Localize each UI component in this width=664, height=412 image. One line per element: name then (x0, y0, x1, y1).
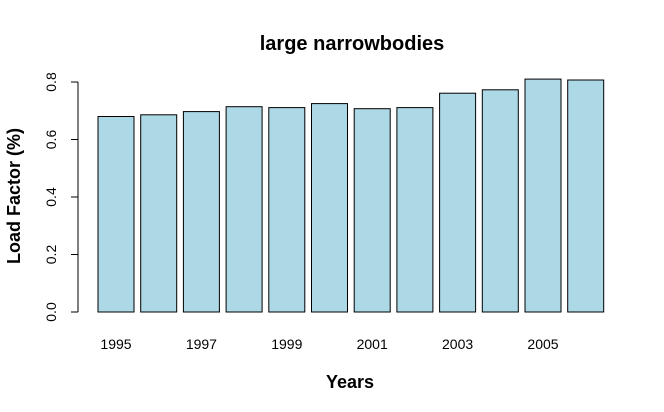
x-tick-label-2005: 2005 (527, 336, 558, 352)
bar-2004 (481, 89, 519, 313)
bar-1999 (268, 107, 306, 313)
y-axis-title: Load Factor (%) (4, 128, 24, 264)
bar-2005 (524, 78, 562, 313)
bar-2002 (396, 107, 434, 313)
x-tick-label-1995: 1995 (100, 336, 131, 352)
x-tick-label-2003: 2003 (442, 336, 473, 352)
y-tick-label-2: 0.4 (43, 187, 59, 207)
y-tick-label-3: 0.6 (43, 130, 59, 150)
y-axis: 0.0 0.2 0.4 0.6 0.8 (43, 72, 79, 322)
bar-1998 (225, 106, 263, 313)
bar-2000 (311, 103, 348, 313)
chart-title: large narrowbodies (260, 33, 445, 55)
bar-1996 (140, 114, 178, 313)
x-axis-labels: 1995 1997 1999 2001 2003 2005 (100, 336, 558, 352)
bar-1995 (97, 116, 135, 313)
y-tick-label-1: 0.2 (43, 245, 59, 265)
bar-2003 (439, 92, 477, 313)
y-tick-label-0: 0.0 (43, 302, 59, 322)
bar-2001 (353, 108, 391, 313)
bar-series (97, 78, 605, 313)
bar-2006 (567, 79, 605, 313)
x-tick-label-1997: 1997 (186, 336, 217, 352)
x-tick-label-2001: 2001 (357, 336, 388, 352)
y-tick-label-4: 0.8 (43, 72, 59, 92)
x-axis-title: Years (326, 372, 374, 392)
x-tick-label-1999: 1999 (271, 336, 302, 352)
bar-1997 (182, 111, 220, 313)
